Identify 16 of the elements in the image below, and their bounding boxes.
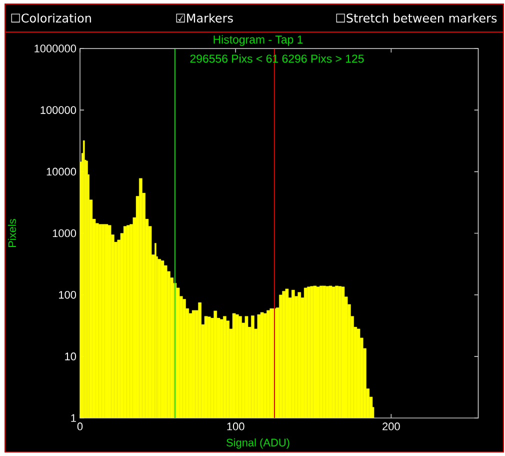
- text: ☐Stretch between markers: [336, 13, 497, 23]
- x-tick-label: 200: [382, 422, 400, 430]
- chart-title: Histogram - Tap 1: [214, 35, 303, 46]
- y-tick-label: 100000: [40, 106, 76, 114]
- y-axis-title: Pixels: [8, 219, 16, 247]
- y-tick-label: 1: [71, 414, 76, 422]
- y-tick-label: 1000: [52, 229, 76, 238]
- y-tick-label: 100: [59, 290, 76, 299]
- x-tick-label: 100: [227, 422, 244, 430]
- x-axis-title: Signal (ADU): [226, 438, 290, 449]
- x-tick-label: 0: [77, 422, 83, 430]
- y-tick-label: 1000000: [34, 44, 76, 52]
- y-tick-label: 10: [65, 352, 76, 360]
- text: ☐Colorization: [11, 13, 91, 23]
- y-tick-label: 10000: [46, 168, 76, 176]
- text: ☑Markers: [176, 13, 233, 23]
